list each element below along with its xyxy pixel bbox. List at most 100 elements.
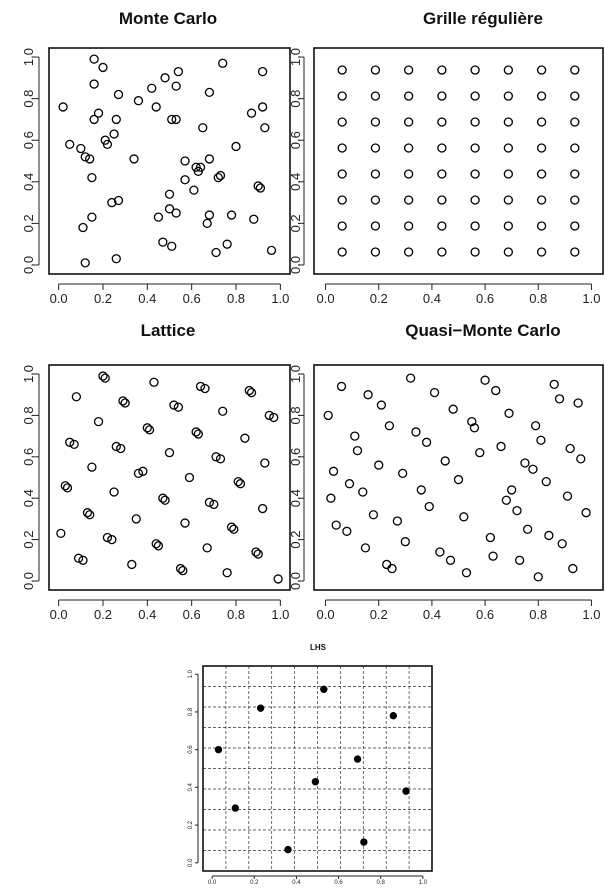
data-point: [370, 117, 381, 127]
data-point: [109, 487, 119, 497]
data-point: [180, 175, 190, 185]
data-point: [249, 214, 259, 224]
data-point: [533, 572, 543, 582]
data-point: [235, 479, 246, 489]
data-point: [102, 532, 113, 543]
data-point: [116, 443, 126, 454]
data-point: [85, 154, 95, 164]
data-point: [85, 510, 95, 520]
data-point: [503, 221, 514, 231]
data-point: [195, 381, 206, 392]
data-point: [89, 114, 99, 125]
data-point: [229, 524, 239, 534]
y-tick-label: 0.4: [288, 489, 303, 507]
data-point: [82, 508, 93, 518]
data-point: [328, 466, 339, 476]
data-point: [480, 375, 490, 385]
data-point: [195, 162, 206, 172]
data-point: [573, 398, 583, 408]
data-point: [226, 210, 237, 220]
data-point: [522, 524, 533, 534]
data-point: [570, 221, 580, 231]
x-tick-label: 0.4: [138, 607, 156, 622]
data-point: [169, 400, 179, 410]
data-point: [109, 129, 119, 139]
x-tick-label: 1.0: [582, 291, 600, 306]
data-point: [382, 559, 392, 570]
data-point: [337, 65, 347, 75]
data-point: [437, 169, 447, 179]
x-tick-label: 1.0: [271, 607, 289, 622]
plot-frame: [202, 665, 433, 872]
data-point: [402, 787, 410, 795]
chart-title: Monte Carlo: [119, 9, 217, 28]
data-point: [164, 448, 175, 458]
data-point: [352, 445, 363, 456]
y-tick-label: 0.2: [21, 531, 36, 549]
data-point: [87, 172, 97, 183]
x-tick-label: 0.6: [183, 291, 201, 306]
y-tick-label: 0.6: [21, 448, 36, 466]
data-point: [87, 462, 97, 472]
data-point: [445, 555, 456, 565]
data-point: [570, 65, 580, 75]
data-point: [233, 476, 243, 487]
data-point: [368, 510, 379, 520]
data-point: [403, 91, 414, 101]
data-point: [376, 400, 387, 410]
data-point: [337, 91, 347, 101]
data-point: [501, 495, 512, 505]
data-point: [71, 392, 82, 402]
data-point: [264, 410, 274, 421]
data-point: [424, 501, 434, 512]
y-tick-label: 0.0: [288, 572, 303, 590]
data-point: [384, 421, 395, 431]
data-point: [403, 195, 414, 205]
data-point: [107, 197, 117, 208]
data-point: [570, 195, 580, 205]
data-point: [541, 476, 551, 487]
data-point: [218, 58, 228, 68]
data-point: [503, 117, 514, 127]
data-point: [374, 460, 384, 470]
data-point: [111, 254, 121, 264]
data-point: [171, 208, 181, 218]
data-point: [213, 172, 223, 183]
data-point: [257, 503, 268, 514]
chart-lattice: Lattice 0.0 0.2 0.4 0.6 0.8 1.0 0.0 0.2 0.4 0.6 0.8…: [21, 321, 291, 622]
data-point: [222, 568, 232, 578]
data-point: [536, 65, 547, 75]
data-point: [387, 563, 397, 574]
data-point: [260, 123, 270, 133]
data-point: [65, 139, 75, 150]
data-point: [164, 204, 175, 214]
data-point: [405, 373, 416, 383]
x-tick-label: 0.6: [183, 607, 201, 622]
data-point: [253, 181, 263, 191]
data-point: [350, 431, 360, 441]
data-point: [93, 108, 104, 118]
x-tick-label: 1.0: [419, 880, 428, 886]
data-point: [503, 169, 514, 179]
x-tick-label: 0.0: [50, 607, 68, 622]
data-point: [403, 117, 414, 127]
data-point: [149, 377, 159, 387]
data-point: [78, 222, 88, 233]
data-point: [360, 543, 371, 553]
data-point: [231, 141, 241, 152]
data-point: [204, 210, 215, 220]
data-point: [461, 568, 472, 578]
x-tick-label: 0.4: [292, 880, 301, 886]
data-point: [515, 555, 525, 565]
data-point: [133, 468, 144, 479]
data-point: [257, 102, 268, 112]
plot-frame: [313, 364, 604, 591]
data-point: [222, 239, 232, 249]
data-point: [565, 443, 575, 454]
data-point: [107, 534, 117, 545]
data-point: [164, 189, 175, 199]
data-point: [403, 221, 414, 231]
data-point: [102, 139, 113, 150]
data-point: [370, 247, 381, 257]
data-point: [251, 547, 261, 557]
